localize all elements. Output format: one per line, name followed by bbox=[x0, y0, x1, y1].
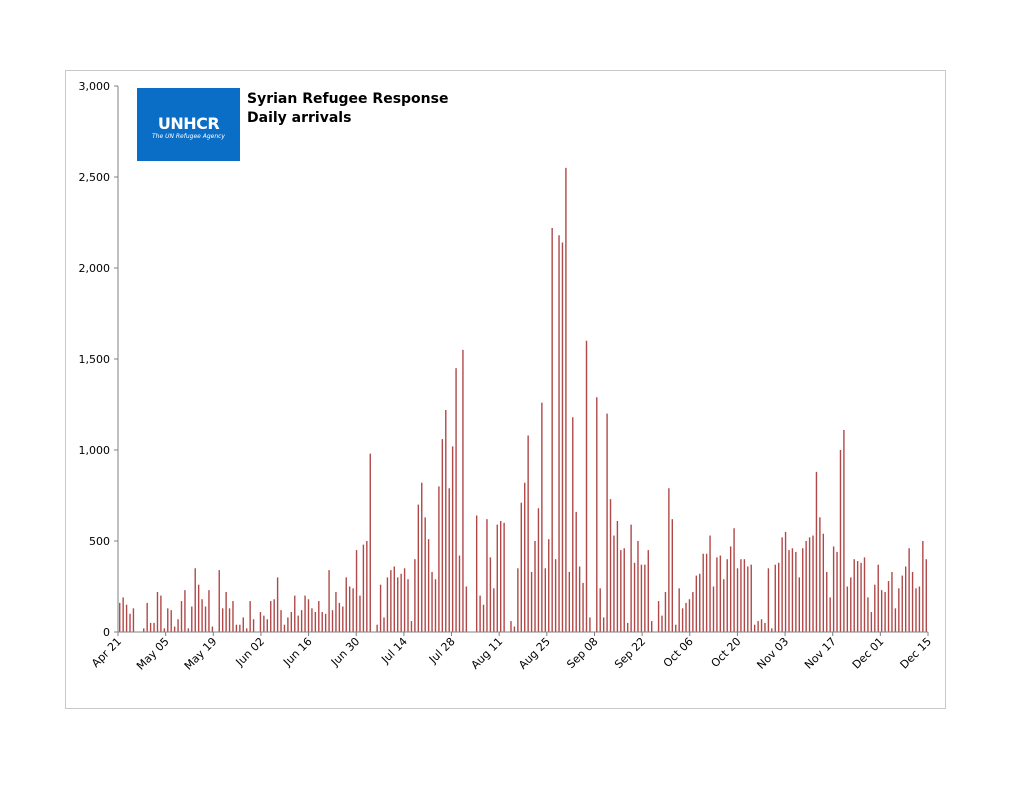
x-tick-label: Nov 03 bbox=[754, 635, 791, 672]
x-tick-label: Sep 08 bbox=[564, 635, 600, 671]
x-tick-label: Jun 30 bbox=[328, 635, 362, 669]
y-tick-label: 0 bbox=[103, 626, 110, 639]
y-tick-label: 2,500 bbox=[79, 171, 111, 184]
logo-name: UNHCR bbox=[157, 114, 220, 133]
chart-title: Syrian Refugee Response bbox=[247, 91, 449, 107]
x-tick-label: Nov 17 bbox=[802, 635, 839, 672]
x-tick-label: May 19 bbox=[182, 635, 220, 673]
x-tick-label: Jul 28 bbox=[426, 635, 458, 667]
logo-tagline: The UN Refugee Agency bbox=[152, 133, 225, 140]
x-tick-label: Dec 15 bbox=[898, 635, 935, 672]
x-tick-label: Dec 01 bbox=[850, 635, 887, 672]
x-tick-label: Jul 14 bbox=[378, 635, 410, 667]
chart-title-block: Syrian Refugee Response Daily arrivals bbox=[247, 90, 448, 128]
x-tick-label: Sep 22 bbox=[612, 635, 648, 671]
x-axis: Apr 21 May 05 May 19 Jun 02 Jun 16 Jun 30 Jul … bbox=[89, 631, 935, 673]
x-tick-label: May 05 bbox=[134, 635, 172, 673]
x-tick-label: Apr 21 bbox=[89, 635, 124, 670]
bar-series bbox=[119, 167, 927, 632]
y-axis: 0 500 1,000 1,500 2,000 2,500 3,000 bbox=[79, 80, 119, 639]
y-tick-label: 1,000 bbox=[79, 444, 111, 457]
y-tick-label: 3,000 bbox=[79, 80, 111, 93]
y-tick-label: 500 bbox=[89, 535, 110, 548]
x-tick-label: Jun 02 bbox=[233, 635, 267, 669]
y-tick-label: 1,500 bbox=[79, 353, 111, 366]
unhcr-logo: UNHCR The UN Refugee Agency bbox=[137, 88, 240, 161]
y-tick-label: 2,000 bbox=[79, 262, 111, 275]
x-tick-label: Oct 20 bbox=[709, 635, 744, 670]
x-tick-label: Oct 06 bbox=[661, 635, 696, 670]
x-tick-label: Aug 11 bbox=[469, 635, 506, 672]
x-tick-label: Aug 25 bbox=[516, 635, 553, 672]
x-tick-label: Jun 16 bbox=[280, 635, 314, 669]
chart-subtitle: Daily arrivals bbox=[247, 110, 352, 126]
